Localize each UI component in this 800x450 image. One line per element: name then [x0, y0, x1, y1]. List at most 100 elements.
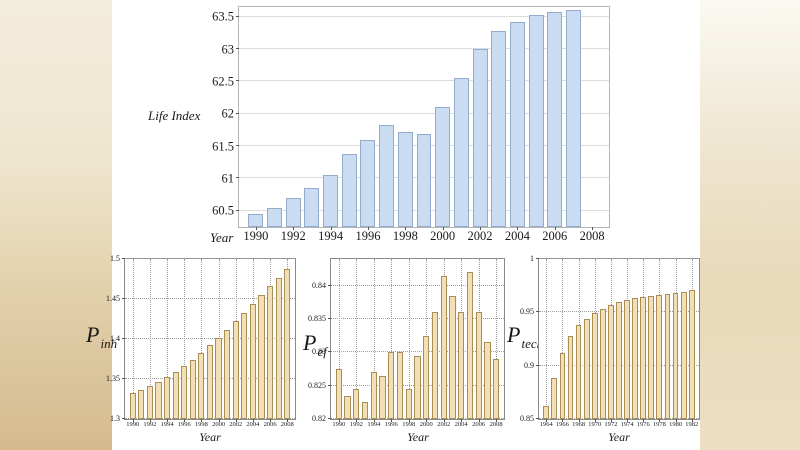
bar — [138, 390, 145, 419]
bar — [397, 131, 413, 227]
gridline-vertical — [496, 259, 498, 419]
y-tick-mark — [328, 384, 331, 386]
bar — [155, 382, 162, 419]
bar — [370, 372, 377, 419]
y-tick-mark — [236, 48, 239, 50]
life-index-chart: 60.5 61 61.5 62 62.5 63 63.5 1990 1992 1994 1996 19… — [212, 6, 610, 242]
x-tick-mark — [592, 227, 594, 230]
gridline-vertical — [391, 259, 393, 419]
bar — [181, 366, 188, 419]
bar — [258, 295, 265, 419]
bar — [206, 345, 214, 419]
bar — [275, 278, 282, 419]
x-tick-mark — [408, 419, 410, 422]
x-tick-mark — [610, 419, 612, 422]
gridline-vertical — [149, 259, 151, 419]
bar — [559, 352, 566, 419]
gridline-vertical — [167, 259, 169, 419]
bar — [458, 312, 465, 419]
x-tick-mark — [367, 227, 369, 230]
bar — [475, 312, 482, 419]
y-tick-mark — [328, 318, 331, 319]
y-tick-label: 61.5 — [212, 138, 234, 153]
gridline-horizontal — [239, 80, 609, 82]
bar — [249, 303, 256, 419]
p-inh-axis-label: Pinh — [86, 322, 117, 351]
p-ef-subscript: ef — [317, 344, 327, 359]
x-tick-label: 2000 — [419, 421, 433, 428]
gridline-vertical — [373, 259, 375, 419]
y-tick-label: 0.9 — [524, 360, 534, 370]
bar — [146, 386, 153, 419]
x-tick-label: 1964 — [539, 421, 553, 428]
y-tick-mark — [122, 378, 125, 379]
y-tick-label: 1.5 — [110, 254, 120, 263]
x-tick-mark — [691, 419, 693, 422]
x-tick-mark — [149, 419, 151, 422]
x-tick-mark — [480, 227, 482, 230]
y-tick-mark — [122, 298, 125, 299]
x-tick-mark — [627, 419, 629, 422]
x-tick-label: 1974 — [620, 421, 634, 428]
y-tick-label: 1.45 — [106, 294, 120, 303]
x-tick-label: 2006 — [542, 229, 568, 243]
bar — [453, 78, 469, 227]
bar — [664, 293, 671, 419]
bar — [509, 21, 525, 227]
x-tick-label: 1998 — [194, 421, 208, 428]
p-tech-axis-label: Ptech — [507, 322, 543, 351]
bar — [449, 295, 456, 419]
bar — [241, 312, 248, 419]
bar — [304, 188, 320, 227]
x-tick-label: 1998 — [402, 421, 416, 428]
y-tick-label: 0.825 — [308, 380, 326, 390]
bar — [335, 369, 342, 419]
y-tick-label: 63 — [221, 41, 235, 56]
bar — [414, 355, 421, 419]
y-tick-mark — [122, 338, 125, 339]
x-tick-label: 1980 — [669, 421, 683, 428]
bar — [248, 214, 264, 227]
y-tick-mark — [122, 418, 125, 419]
y-tick-label: 62.5 — [212, 74, 234, 89]
gridline-horizontal — [239, 112, 609, 114]
gridline-horizontal — [125, 338, 295, 339]
x-tick-label: 2004 — [246, 421, 260, 428]
p-tech-symbol: P — [507, 322, 521, 347]
x-tick-mark — [356, 419, 358, 422]
year-axis-label-top: Year — [210, 230, 234, 245]
x-tick-mark — [287, 419, 289, 422]
gridline-horizontal — [331, 351, 504, 353]
x-tick-mark — [426, 419, 428, 422]
y-tick-mark — [536, 258, 539, 259]
bar — [608, 305, 614, 419]
bar — [492, 359, 500, 419]
gridline-vertical — [132, 259, 134, 419]
y-tick-mark — [236, 112, 239, 114]
x-tick-mark — [184, 419, 186, 422]
bar — [323, 175, 339, 227]
bar — [624, 300, 630, 419]
x-tick-mark — [218, 419, 220, 422]
x-tick-label: 2000 — [430, 229, 456, 243]
x-tick-label: 1978 — [652, 421, 666, 428]
bar — [599, 309, 606, 419]
bar — [591, 313, 598, 419]
bar — [680, 291, 687, 419]
background-left-strip — [0, 0, 112, 450]
y-tick-mark — [236, 15, 239, 17]
p-ef-chart: 0.82 0.825 0.83 0.835 0.84 1990 1992 1994 1996 19… — [308, 258, 505, 428]
x-tick-label: 2008 — [280, 421, 294, 428]
bar — [379, 124, 395, 227]
bar — [547, 11, 563, 227]
x-tick-mark — [643, 419, 645, 422]
gridline-vertical — [408, 259, 410, 419]
x-tick-mark — [442, 227, 444, 230]
bar — [224, 330, 231, 419]
x-tick-label: 1992 — [349, 421, 363, 428]
y-tick-label: 0.83 — [312, 347, 326, 357]
y-tick-label: 61 — [221, 171, 235, 186]
y-tick-label: 1 — [530, 254, 534, 263]
x-tick-mark — [167, 419, 169, 422]
background-right-strip — [700, 0, 800, 450]
